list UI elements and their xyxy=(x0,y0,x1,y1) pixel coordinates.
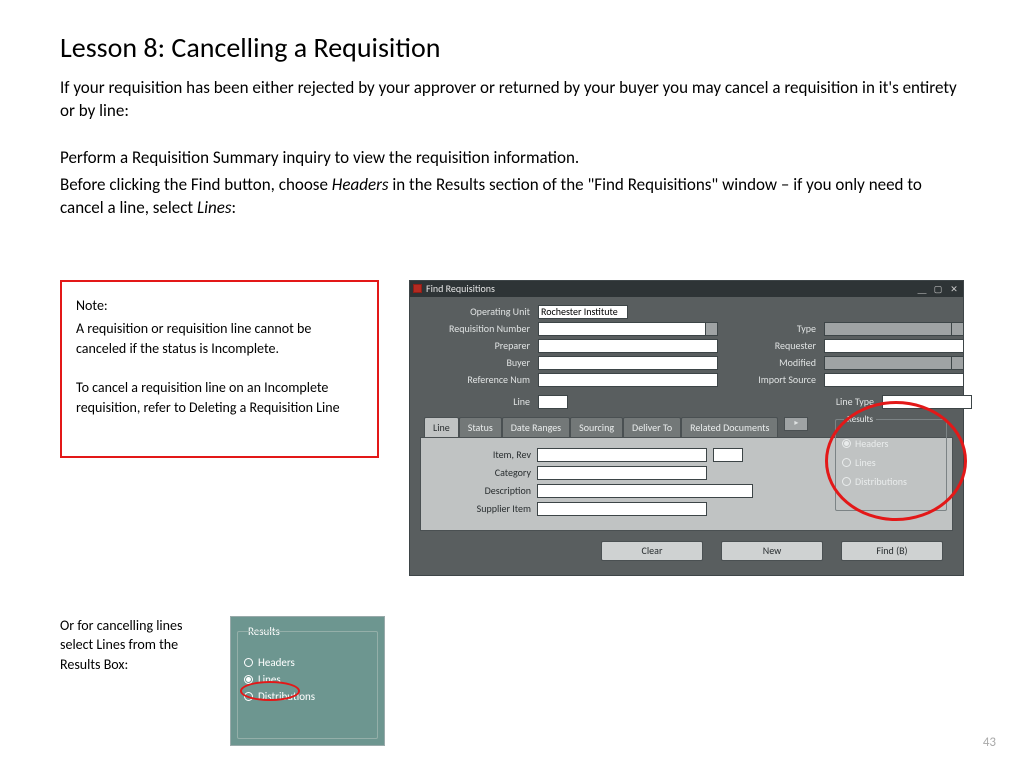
preparer-field[interactable] xyxy=(538,339,718,353)
label-requester: Requester xyxy=(726,339,816,352)
tab-line[interactable]: Line xyxy=(424,417,459,437)
app-icon xyxy=(413,284,422,293)
tab-scroll-icon[interactable]: ▸ xyxy=(784,417,808,431)
label-import-source: Import Source xyxy=(726,373,816,386)
tab-date-ranges[interactable]: Date Ranges xyxy=(502,417,570,437)
modified-field[interactable] xyxy=(824,356,952,370)
note-heading: Note: xyxy=(76,296,363,316)
maximize-icon[interactable]: ▢ xyxy=(932,284,944,294)
label-buyer: Buyer xyxy=(420,356,530,369)
results-group: Results Headers Lines Distributions xyxy=(835,419,947,511)
new-button[interactable]: New xyxy=(721,541,823,561)
page-title: Lesson 8: Cancelling a Requisition xyxy=(60,30,964,65)
label-modified: Modified xyxy=(726,356,816,369)
results-radio-distributions[interactable]: Distributions xyxy=(842,472,940,491)
label-operating-unit: Operating Unit xyxy=(420,305,530,318)
import-source-field[interactable] xyxy=(824,373,964,387)
intro-paragraph-1: If your requisition has been either reje… xyxy=(60,77,964,123)
type-dropdown[interactable] xyxy=(952,322,964,336)
minimize-icon[interactable]: ⎽ xyxy=(916,284,928,294)
cancel-lines-text: Or for cancelling lines select Lines fro… xyxy=(60,616,210,675)
operating-unit-field[interactable]: Rochester Institute of Te xyxy=(538,305,628,319)
description-field[interactable] xyxy=(537,484,753,498)
annotation-circle-lines xyxy=(240,681,300,701)
titlebar: Find Requisitions ⎽ ▢ ✕ xyxy=(410,281,963,297)
buyer-field[interactable] xyxy=(538,356,718,370)
intro-paragraph-3: Before clicking the Find button, choose … xyxy=(60,174,964,220)
category-field[interactable] xyxy=(537,466,707,480)
item-rev-field[interactable] xyxy=(537,448,707,462)
note-box: Note: A requisition or requisition line … xyxy=(60,280,379,458)
type-field[interactable] xyxy=(824,322,952,336)
page-number: 43 xyxy=(983,735,996,750)
label-preparer: Preparer xyxy=(420,339,530,352)
intro-paragraph-2: Perform a Requisition Summary inquiry to… xyxy=(60,147,964,170)
label-type: Type xyxy=(726,322,816,335)
rev-field[interactable] xyxy=(713,448,743,462)
note-line-2: To cancel a requisition line on an Incom… xyxy=(76,378,363,417)
supplier-item-field[interactable] xyxy=(537,502,707,516)
req-number-field[interactable] xyxy=(538,322,706,336)
label-item-rev: Item, Rev xyxy=(431,448,531,462)
modified-dropdown[interactable] xyxy=(952,356,964,370)
clear-button[interactable]: Clear xyxy=(601,541,703,561)
label-line: Line xyxy=(420,395,530,408)
line-type-field[interactable] xyxy=(882,395,972,409)
label-reference-num: Reference Num xyxy=(420,373,530,386)
requester-field[interactable] xyxy=(824,339,964,353)
label-supplier-item: Supplier Item xyxy=(431,502,531,516)
note-line-1: A requisition or requisition line cannot… xyxy=(76,319,363,358)
find-button[interactable]: Find (B) xyxy=(841,541,943,561)
close-icon[interactable]: ✕ xyxy=(948,284,960,294)
find-requisitions-window: Find Requisitions ⎽ ▢ ✕ Operating Unit R… xyxy=(409,280,964,576)
label-line-type: Line Type xyxy=(814,395,874,408)
line-field[interactable] xyxy=(538,395,568,409)
results-radio-headers[interactable]: Headers xyxy=(842,434,940,453)
tab-sourcing[interactable]: Sourcing xyxy=(570,417,623,437)
results-radio-lines[interactable]: Lines xyxy=(842,453,940,472)
results-small-radio-headers[interactable]: Headers xyxy=(244,654,371,671)
label-description: Description xyxy=(431,484,531,498)
window-title: Find Requisitions xyxy=(426,282,495,295)
label-req-number: Requisition Number xyxy=(420,322,530,335)
results-small-widget: Results Headers Lines Distributions xyxy=(230,616,385,746)
results-legend: Results xyxy=(844,414,876,425)
reference-num-field[interactable] xyxy=(538,373,718,387)
tab-deliver-to[interactable]: Deliver To xyxy=(623,417,681,437)
label-category: Category xyxy=(431,466,531,480)
req-number-dropdown[interactable] xyxy=(706,322,718,336)
tab-related-documents[interactable]: Related Documents xyxy=(681,417,778,437)
tab-status[interactable]: Status xyxy=(459,417,502,437)
